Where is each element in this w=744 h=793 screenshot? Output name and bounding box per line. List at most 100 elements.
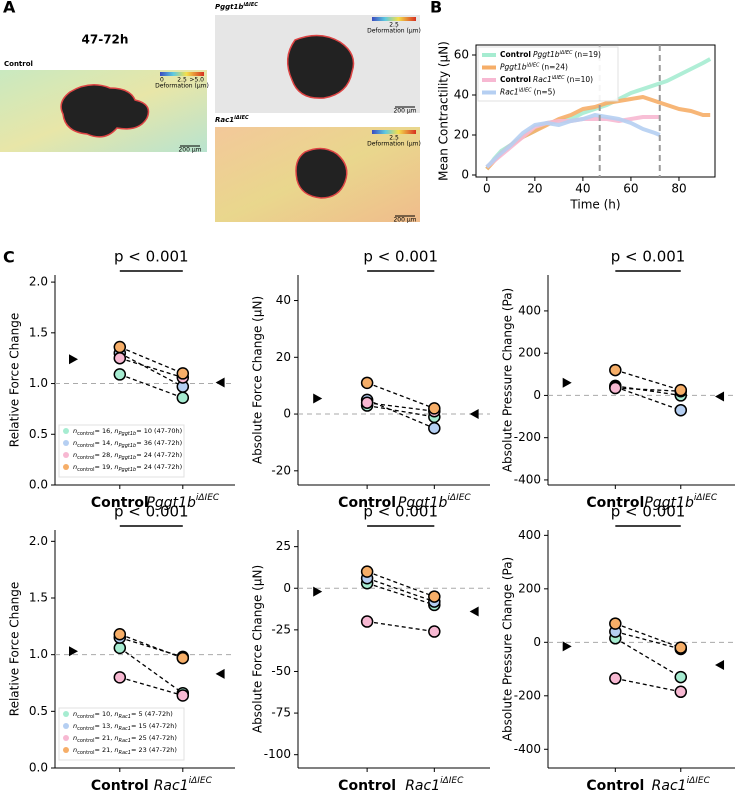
group-mean — [113, 671, 127, 684]
pair-line — [367, 402, 435, 412]
pair-line — [119, 357, 183, 379]
y-tick-label: 0 — [533, 388, 541, 402]
y-axis-label: Absolute Force Change (μN) — [251, 296, 265, 464]
x-tick-label: Rac1iΔIEC — [405, 776, 464, 793]
y-tick-label: 400 — [518, 528, 541, 542]
y-tick-label: 0.5 — [29, 704, 48, 718]
legend-sub: control — [77, 443, 94, 449]
label-sup: iΔIEC — [234, 115, 249, 121]
legend-swatch — [63, 452, 69, 458]
x-tick-label: Pggt1biΔIEC — [398, 493, 471, 512]
y-axis-label: Absolute Pressure Change (Pa) — [501, 288, 515, 473]
legend-prefix: Control — [500, 75, 531, 84]
legend-sup: iΔIEC — [519, 87, 532, 93]
y-axis-label: Relative Force Change — [8, 582, 22, 716]
overall-mean — [469, 606, 479, 617]
legend-name: Rac1 — [533, 75, 552, 84]
y-tick-label: -200 — [514, 430, 541, 444]
overall-mean — [469, 409, 479, 420]
y-tick-label: 1.5 — [29, 591, 48, 605]
legend-n: = 10, — [94, 710, 114, 718]
x-tick-label: Control — [338, 495, 396, 511]
y-tick-label: 40 — [454, 88, 469, 102]
pair-line — [615, 622, 681, 649]
legend-n: = 21, — [94, 746, 114, 754]
legend-swatch — [63, 428, 69, 434]
colorbar-bar — [372, 17, 416, 21]
legend-entry: Control Rac1iΔIEC (n=10) — [500, 75, 593, 85]
panel-label: A — [3, 0, 16, 17]
pair-line — [119, 346, 184, 375]
group-mean — [360, 376, 374, 390]
x-tick-label: 60 — [623, 182, 638, 196]
legend-entry: ncontrol= 16, nPggt1b= 10 (47-70h) — [73, 427, 182, 437]
x-tick-label: 80 — [671, 182, 686, 196]
legend-symbol: n — [114, 427, 118, 435]
legend-entry: ncontrol= 21, nRac1= 23 (47-72h) — [73, 746, 177, 756]
pair-line — [119, 373, 184, 399]
y-tick-label: 0 — [461, 168, 469, 182]
y-tick-label: 0.5 — [29, 427, 48, 441]
y-tick-label: 60 — [454, 48, 469, 62]
legend-symbol: n — [73, 746, 77, 754]
group-mean — [113, 340, 127, 354]
y-tick-label: 1.0 — [29, 647, 48, 661]
legend-box — [58, 707, 185, 761]
group-mean — [609, 617, 622, 630]
group-mean — [176, 367, 190, 380]
overall-mean — [313, 586, 323, 597]
legend-sup: iΔIEC — [552, 75, 565, 81]
legend-box — [58, 424, 185, 478]
colorbar-tick: 2.5 — [389, 22, 399, 29]
pair-line — [366, 582, 435, 606]
legend-entry: ncontrol= 19, nPggt1b= 24 (47-72h) — [73, 463, 182, 473]
pair-line — [366, 382, 435, 409]
category-name: Rac1 — [652, 778, 687, 793]
x-tick-label: Pggt1biΔIEC — [644, 493, 717, 512]
legend-entry: ncontrol= 10, nRac1= 5 (47-72h) — [73, 710, 173, 720]
category-sup: iΔIEC — [687, 776, 711, 786]
category-name: Pggt1b — [644, 495, 694, 511]
group-mean — [609, 672, 622, 685]
y-tick-label: 20 — [276, 350, 291, 364]
plot-frame — [475, 44, 716, 178]
group-mean — [113, 368, 127, 381]
pair-line — [119, 637, 183, 658]
colorbar-bar — [372, 130, 416, 134]
legend-n: = 23 (47-72h) — [131, 746, 177, 754]
legend-name: Rac1 — [500, 88, 519, 97]
x-tick-label: Control — [91, 778, 149, 793]
legend-swatch — [63, 723, 69, 729]
legend-sub: control — [77, 455, 94, 461]
legend-n: = 36 (47-72h) — [136, 439, 182, 447]
colorbar-tick: 0 — [160, 77, 164, 84]
legend-symbol: n — [73, 710, 77, 718]
image-label: Rac1iΔIEC — [215, 115, 249, 125]
group-mean — [176, 689, 190, 702]
group-mean — [674, 641, 688, 654]
series-line — [485, 113, 661, 169]
pair-line — [615, 386, 681, 411]
y-tick-label: -50 — [271, 664, 291, 678]
group-mean — [674, 403, 688, 417]
group-mean — [674, 685, 688, 699]
y-tick-label: -100 — [264, 747, 291, 761]
x-tick-label: 40 — [575, 182, 590, 196]
panel-a: A 47-72h Control Pggt1biΔIEC Rac1iΔIEC 0… — [0, 0, 421, 224]
legend-entry: Control Pggt1biΔIEC (n=19) — [500, 50, 601, 60]
overall-mean — [69, 646, 78, 657]
pair-line — [366, 399, 435, 429]
category-name: Control — [91, 778, 149, 793]
legend-symbol: n — [114, 463, 118, 471]
colorbar-label: Deformation (µm) — [155, 83, 209, 90]
legend-sup: iΔIEC — [560, 50, 573, 56]
pair-line — [615, 630, 681, 650]
group-mean — [674, 383, 688, 397]
pair-line — [119, 676, 183, 697]
overall-mean — [215, 668, 225, 679]
overall-mean — [215, 377, 225, 388]
y-tick-label: -200 — [514, 688, 541, 702]
y-axis-label: Relative Force Change — [8, 313, 22, 447]
y-axis-label: Absolute Force Change (μN) — [251, 565, 265, 733]
pair-line — [366, 577, 435, 603]
